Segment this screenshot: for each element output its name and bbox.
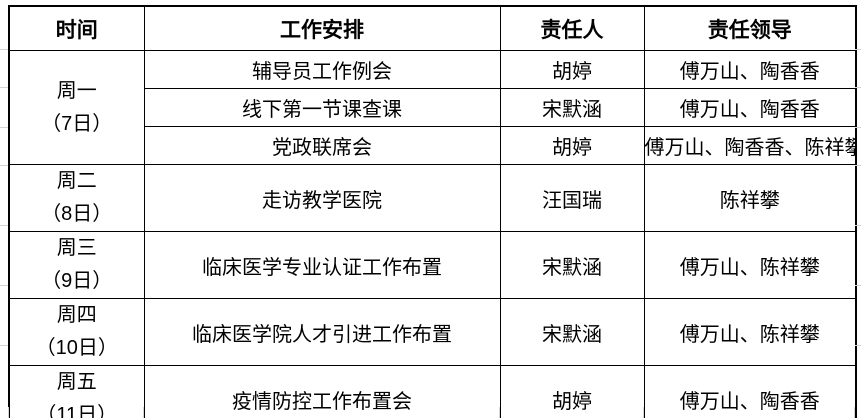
table-row: 周一 （7日） 辅导员工作例会 胡婷 傅万山、陶香香 <box>8 50 857 165</box>
cell-owner: 胡婷 <box>499 126 645 165</box>
day-label: 周四 <box>56 304 97 326</box>
gridline-stub <box>855 87 861 88</box>
gridline-stub <box>0 345 8 346</box>
gridline-stub <box>0 165 8 166</box>
day-label: 周二 <box>56 170 97 192</box>
gridline-stub <box>855 225 861 226</box>
date-label: （7日） <box>41 112 113 135</box>
cell-leader: 傅万山、陶香香、陈祥攀 <box>643 126 857 165</box>
gridline-stub <box>0 87 8 88</box>
gridline-stub <box>643 407 644 418</box>
gridline-stub <box>0 49 8 50</box>
gridline-stub <box>855 345 861 346</box>
gridline-stub <box>855 49 861 50</box>
table-row: 周三 （9日） 临床医学专业认证工作布置 宋默涵 傅万山、陈祥攀 <box>8 231 857 299</box>
gridline-stub <box>0 225 8 226</box>
table-row: 党政联席会 胡婷 傅万山、陶香香、陈祥攀 <box>9 126 857 165</box>
cell-leader: 傅万山、陈祥攀 <box>643 231 857 299</box>
cell-task: 临床医学专业认证工作布置 <box>143 231 501 299</box>
day-label: 周一 <box>56 79 97 102</box>
gridline-stub <box>855 127 861 128</box>
cell-leader: 陈祥攀 <box>643 164 857 232</box>
column-header-time: 时间 <box>8 5 145 51</box>
table-row: 周二 （8日） 走访教学医院 汪国瑞 陈祥攀 <box>8 164 857 232</box>
column-header-leader: 责任领导 <box>643 5 857 51</box>
gridline-stub <box>0 127 8 128</box>
cell-owner: 宋默涵 <box>499 88 645 127</box>
cell-owner: 胡婷 <box>499 50 645 89</box>
cell-leader: 傅万山、陶香香 <box>643 365 857 418</box>
gridline-stub <box>8 407 9 418</box>
schedule-table: 时间 工作安排 责任人 责任领导 周一 （7日） 辅导员工作例会 胡婷 傅万山、… <box>8 5 857 418</box>
day-label: 周三 <box>56 237 97 259</box>
table-row: 周五 （11日） 疫情防控工作布置会 胡婷 傅万山、陶香香 <box>8 365 857 418</box>
header-row: 时间 工作安排 责任人 责任领导 <box>8 5 857 51</box>
gridline-stub <box>854 407 855 418</box>
cell-task: 临床医学院人才引进工作布置 <box>143 298 501 366</box>
date-label: （10日） <box>35 337 118 359</box>
table-row: 线下第一节课查课 宋默涵 傅万山、陶香香 <box>9 88 857 127</box>
cell-time-monday: 周一 （7日） <box>8 50 145 165</box>
date-label: （11日） <box>36 404 118 418</box>
column-header-owner: 责任人 <box>499 5 645 51</box>
cell-owner: 宋默涵 <box>499 298 645 366</box>
column-header-task: 工作安排 <box>143 5 501 51</box>
table-row: 周四 （10日） 临床医学院人才引进工作布置 宋默涵 傅万山、陈祥攀 <box>8 298 857 366</box>
day-label: 周五 <box>56 371 97 393</box>
cell-owner: 宋默涵 <box>499 231 645 299</box>
cell-time-tuesday: 周二 （8日） <box>8 164 145 232</box>
gridline-stub <box>143 407 144 418</box>
cell-task: 党政联席会 <box>143 126 501 165</box>
cell-leader: 傅万山、陶香香 <box>643 88 857 127</box>
cell-time-wednesday: 周三 （9日） <box>8 231 145 299</box>
date-label: （9日） <box>41 270 113 292</box>
gridline-stub <box>0 285 8 286</box>
gridline-stub <box>499 407 500 418</box>
gridline-stub <box>855 285 861 286</box>
cell-task: 走访教学医院 <box>143 164 501 232</box>
cell-time-friday: 周五 （11日） <box>8 365 145 418</box>
cell-task: 疫情防控工作布置会 <box>143 365 501 418</box>
cell-owner: 胡婷 <box>499 365 645 418</box>
cell-task: 线下第一节课查课 <box>143 88 501 127</box>
cell-time-thursday: 周四 （10日） <box>8 298 145 366</box>
cell-task: 辅导员工作例会 <box>143 50 501 89</box>
cell-owner: 汪国瑞 <box>499 164 645 232</box>
cell-leader: 傅万山、陈祥攀 <box>643 298 857 366</box>
gridline-stub <box>855 165 861 166</box>
date-label: （8日） <box>41 203 113 225</box>
cell-leader: 傅万山、陶香香 <box>643 50 857 89</box>
